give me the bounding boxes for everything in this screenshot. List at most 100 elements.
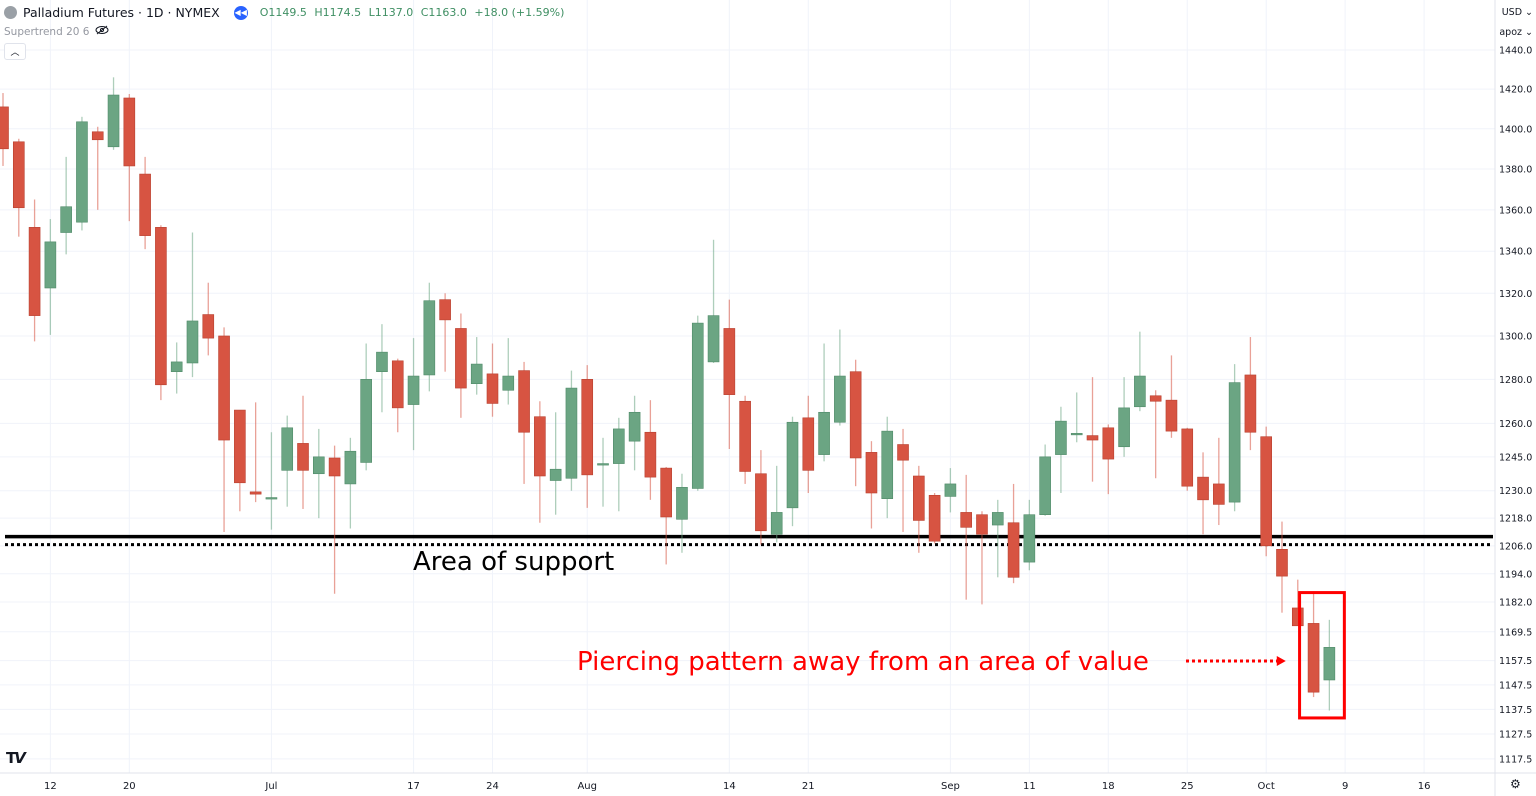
candle[interactable] [1228, 364, 1241, 512]
candle[interactable] [1118, 377, 1130, 457]
candle[interactable] [897, 428, 909, 532]
candle[interactable] [297, 395, 309, 509]
candle[interactable] [170, 342, 183, 394]
candle[interactable] [360, 343, 372, 471]
candle[interactable] [786, 416, 799, 527]
rewind-icon[interactable]: ◀◀ [233, 5, 248, 20]
candle[interactable] [928, 493, 941, 544]
symbol-title[interactable]: Palladium Futures · 1D · NYMEX [23, 5, 220, 20]
candle[interactable] [281, 415, 294, 507]
candle[interactable] [881, 416, 894, 519]
candle[interactable] [1023, 499, 1036, 571]
candle[interactable] [312, 428, 325, 519]
candle[interactable] [597, 437, 609, 507]
candle[interactable] [660, 466, 672, 565]
candle[interactable] [439, 293, 451, 372]
candle[interactable] [770, 465, 783, 543]
candle[interactable] [834, 329, 846, 426]
candle[interactable] [1276, 521, 1288, 613]
candle[interactable] [76, 116, 88, 231]
candle[interactable] [707, 239, 720, 363]
candle[interactable] [628, 395, 641, 471]
candle[interactable] [991, 499, 1004, 578]
candle[interactable] [328, 445, 341, 594]
candle[interactable] [234, 409, 246, 512]
candle[interactable] [960, 474, 972, 600]
candle[interactable] [613, 417, 625, 512]
candle[interactable] [944, 468, 957, 513]
candle[interactable] [518, 361, 530, 484]
candle[interactable] [1070, 392, 1083, 443]
candle[interactable] [1039, 444, 1051, 516]
currency-button[interactable]: USD ⌄ [1501, 7, 1533, 18]
scale-mode-button[interactable]: apoz ⌄ [1499, 27, 1533, 38]
candle[interactable] [1055, 406, 1067, 494]
candle[interactable] [1149, 390, 1162, 479]
candle[interactable] [534, 401, 546, 523]
candle[interactable] [155, 225, 167, 401]
collapse-legend-button[interactable]: ︿ [4, 43, 26, 60]
candle[interactable] [739, 395, 751, 484]
candle[interactable] [849, 359, 862, 487]
candle[interactable] [581, 365, 594, 508]
candle[interactable] [1260, 426, 1272, 557]
candle[interactable] [1102, 424, 1115, 495]
candle[interactable] [186, 232, 199, 378]
candle[interactable] [423, 282, 436, 392]
candle[interactable] [470, 337, 483, 395]
candle[interactable] [1181, 427, 1194, 491]
candle[interactable] [91, 126, 104, 210]
candle-body [344, 450, 357, 485]
candle-body [91, 131, 104, 141]
candle[interactable] [139, 156, 151, 250]
candle[interactable] [249, 402, 262, 503]
candle[interactable] [913, 465, 925, 553]
candle[interactable] [723, 299, 736, 449]
candle[interactable] [691, 315, 704, 491]
candle[interactable] [376, 324, 388, 413]
ohlc-readout: O1149.5 H1174.5 L1137.0 C1163.0 +18.0 (+… [260, 6, 569, 19]
eye-slash-icon[interactable] [95, 25, 109, 38]
candle[interactable] [123, 94, 136, 222]
gear-icon[interactable]: ⚙ [1510, 777, 1521, 791]
candle[interactable] [1134, 331, 1146, 412]
candle[interactable] [1291, 579, 1304, 627]
candle[interactable] [344, 437, 357, 529]
candle[interactable] [502, 338, 515, 405]
candle[interactable] [565, 370, 578, 491]
candle[interactable] [218, 327, 230, 532]
candle[interactable] [44, 219, 57, 335]
candle[interactable] [28, 199, 41, 342]
candle[interactable] [755, 450, 767, 545]
candle[interactable] [644, 400, 657, 500]
candle[interactable] [1307, 591, 1320, 698]
candle[interactable] [202, 282, 215, 356]
candle[interactable] [486, 343, 499, 417]
candle[interactable] [1086, 377, 1099, 482]
candle[interactable] [391, 358, 404, 433]
candle[interactable] [802, 395, 815, 494]
candle[interactable] [107, 77, 120, 150]
candle-body [1197, 476, 1209, 501]
candle[interactable] [1244, 337, 1257, 451]
candle[interactable] [865, 441, 878, 529]
candle[interactable] [1007, 483, 1020, 584]
candle-body [0, 106, 9, 150]
candle[interactable] [676, 473, 688, 553]
candle[interactable] [818, 343, 830, 462]
indicator-label[interactable]: Supertrend 20 6 [4, 25, 90, 38]
candle[interactable] [1165, 355, 1178, 438]
candle[interactable] [0, 93, 9, 166]
candle[interactable] [1323, 619, 1336, 711]
candle[interactable] [12, 138, 25, 237]
tradingview-logo[interactable]: TV [6, 749, 26, 767]
candle[interactable] [455, 313, 467, 418]
candle[interactable] [1197, 452, 1209, 535]
candle[interactable] [976, 511, 988, 605]
candle[interactable] [407, 338, 420, 451]
candle[interactable] [1213, 437, 1225, 526]
candle[interactable] [60, 156, 72, 255]
candle[interactable] [265, 432, 278, 530]
candle[interactable] [549, 412, 562, 515]
